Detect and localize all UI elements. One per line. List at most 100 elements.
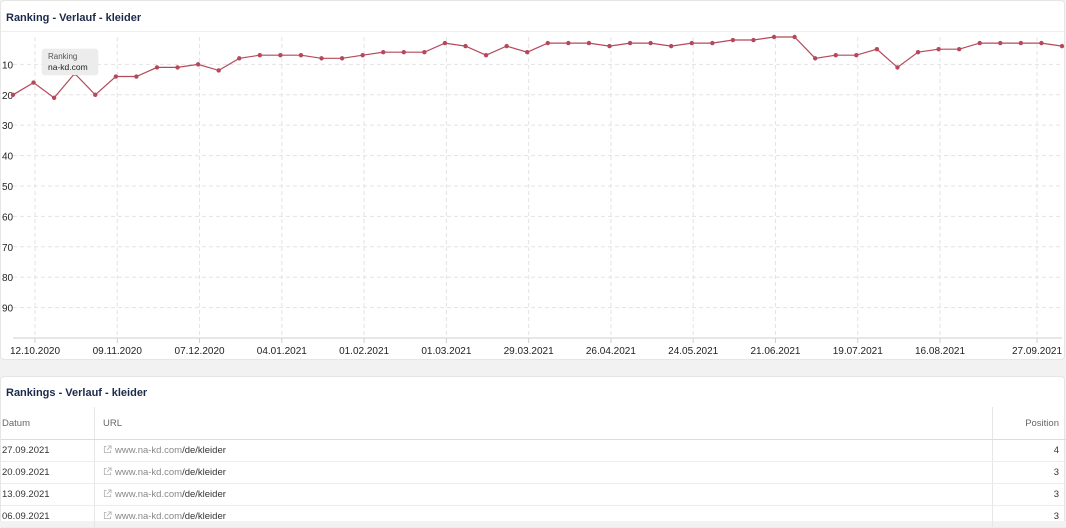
data-point[interactable] [751, 38, 755, 42]
data-point[interactable] [1019, 41, 1023, 45]
data-point[interactable] [525, 50, 529, 54]
data-point[interactable] [402, 50, 406, 54]
data-point[interactable] [360, 53, 364, 57]
data-point[interactable] [175, 65, 179, 69]
external-link-icon [103, 445, 112, 454]
row-position: 3 [993, 462, 1066, 484]
y-tick-label: 90 [2, 304, 14, 315]
rankings-table-panel: Rankings - Verlauf - kleider Datum URL P… [0, 376, 1065, 521]
row-url-link[interactable]: www.na-kd.com/de/kleider [103, 489, 226, 500]
data-point[interactable] [216, 68, 220, 72]
row-url-link[interactable]: www.na-kd.com/de/kleider [103, 511, 226, 522]
data-point[interactable] [237, 56, 241, 60]
data-point[interactable] [319, 56, 323, 60]
row-url-domain: www.na-kd.com [115, 511, 182, 522]
data-point[interactable] [710, 41, 714, 45]
data-point[interactable] [813, 56, 817, 60]
data-point[interactable] [1039, 41, 1043, 45]
x-tick-label: 01.03.2021 [421, 346, 471, 357]
data-point[interactable] [422, 50, 426, 54]
data-point[interactable] [546, 41, 550, 45]
y-tick-label: 30 [2, 121, 14, 132]
external-link-icon [103, 489, 112, 498]
data-point[interactable] [258, 53, 262, 57]
table-row: 06.09.2021 www.na-kd.com/de/kleider 3 [1, 506, 1066, 528]
data-point[interactable] [731, 38, 735, 42]
x-tick-label: 16.08.2021 [915, 346, 965, 357]
row-position: 4 [993, 440, 1066, 462]
y-tick-label: 80 [2, 273, 14, 284]
table-title: Rankings - Verlauf - kleider [6, 387, 147, 399]
data-point[interactable] [854, 53, 858, 57]
data-point[interactable] [31, 80, 35, 84]
data-point[interactable] [566, 41, 570, 45]
chart-tooltip: Ranking na-kd.com [42, 49, 98, 75]
row-url-domain: www.na-kd.com [115, 467, 182, 478]
data-point[interactable] [669, 44, 673, 48]
column-header-url[interactable]: URL [95, 407, 993, 440]
data-point[interactable] [52, 96, 56, 100]
data-point[interactable] [93, 93, 97, 97]
data-point[interactable] [607, 44, 611, 48]
data-point[interactable] [134, 74, 138, 78]
data-point[interactable] [155, 65, 159, 69]
data-point[interactable] [895, 65, 899, 69]
row-date: 13.09.2021 [1, 484, 95, 506]
row-date: 06.09.2021 [1, 506, 95, 528]
row-url-link[interactable]: www.na-kd.com/de/kleider [103, 467, 226, 478]
data-point[interactable] [381, 50, 385, 54]
data-point[interactable] [114, 74, 118, 78]
data-point[interactable] [792, 35, 796, 39]
row-url-link[interactable]: www.na-kd.com/de/kleider [103, 445, 226, 456]
data-point[interactable] [690, 41, 694, 45]
row-url-path: /de/kleider [182, 445, 226, 456]
y-tick-label: 10 [2, 60, 14, 71]
row-url-domain: www.na-kd.com [115, 445, 182, 456]
row-position: 3 [993, 506, 1066, 528]
external-link-icon [103, 467, 112, 476]
data-point[interactable] [916, 50, 920, 54]
data-point[interactable] [834, 53, 838, 57]
tooltip-label: Ranking [48, 52, 98, 62]
data-point[interactable] [278, 53, 282, 57]
column-header-position[interactable]: Position [993, 407, 1066, 440]
data-point[interactable] [957, 47, 961, 51]
column-header-date[interactable]: Datum [1, 407, 95, 440]
row-url-path: /de/kleider [182, 467, 226, 478]
x-tick-label: 07.12.2020 [175, 346, 225, 357]
row-url-cell: www.na-kd.com/de/kleider [95, 506, 993, 528]
data-point[interactable] [463, 44, 467, 48]
x-tick-label: 04.01.2021 [257, 346, 307, 357]
y-tick-label: 70 [2, 243, 14, 254]
data-point[interactable] [484, 53, 488, 57]
data-point[interactable] [936, 47, 940, 51]
data-point[interactable] [299, 53, 303, 57]
data-point[interactable] [587, 41, 591, 45]
data-point[interactable] [504, 44, 508, 48]
row-url-path: /de/kleider [182, 511, 226, 522]
data-point[interactable] [648, 41, 652, 45]
data-point[interactable] [875, 47, 879, 51]
data-point[interactable] [11, 93, 15, 97]
x-tick-label: 01.02.2021 [339, 346, 389, 357]
data-point[interactable] [978, 41, 982, 45]
y-tick-label: 60 [2, 212, 14, 223]
row-url-cell: www.na-kd.com/de/kleider [95, 440, 993, 462]
x-tick-label: 21.06.2021 [750, 346, 800, 357]
data-point[interactable] [340, 56, 344, 60]
data-point[interactable] [628, 41, 632, 45]
data-point[interactable] [998, 41, 1002, 45]
data-point[interactable] [443, 41, 447, 45]
data-point[interactable] [1060, 44, 1064, 48]
row-url-cell: www.na-kd.com/de/kleider [95, 484, 993, 506]
data-point[interactable] [196, 62, 200, 66]
x-tick-label: 29.03.2021 [504, 346, 554, 357]
data-point[interactable] [772, 35, 776, 39]
y-tick-label: 40 [2, 152, 14, 163]
